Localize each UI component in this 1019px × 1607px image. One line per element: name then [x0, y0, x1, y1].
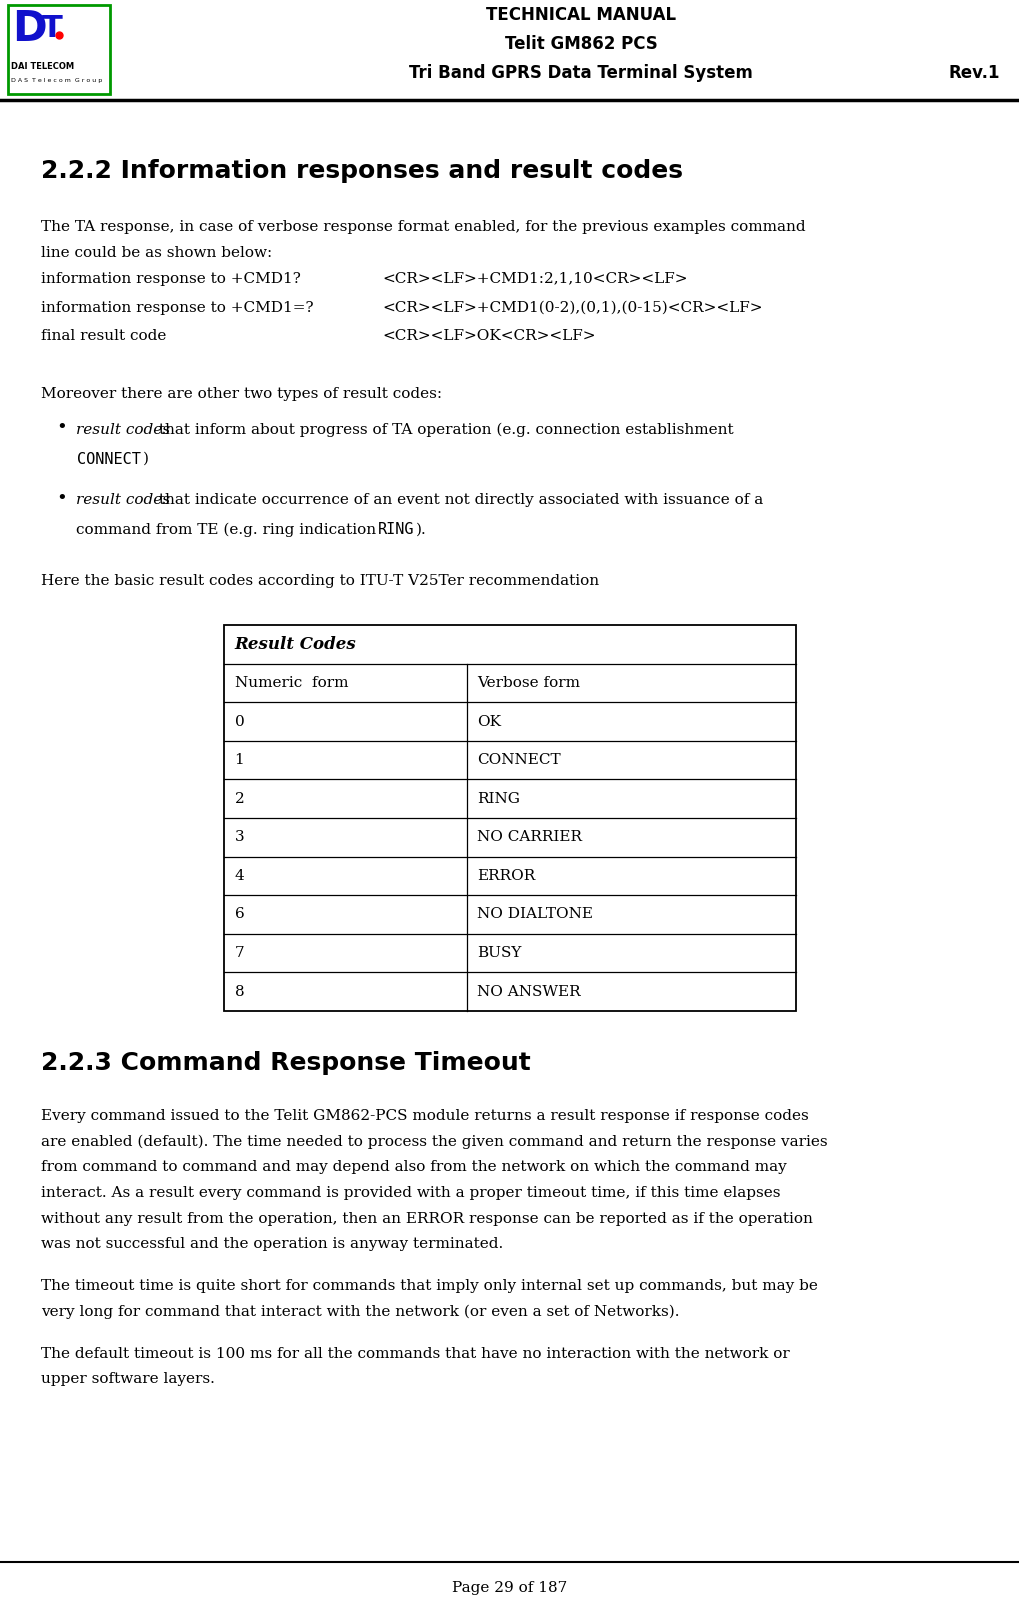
Text: D: D [12, 8, 47, 50]
Text: Result Codes: Result Codes [234, 636, 356, 652]
Text: Numeric  form: Numeric form [234, 677, 347, 689]
Text: 3: 3 [234, 831, 244, 844]
Text: result codes: result codes [76, 493, 170, 508]
Text: CONNECT: CONNECT [76, 452, 141, 466]
Text: that inform about progress of TA operation (e.g. connection establishment: that inform about progress of TA operati… [154, 423, 733, 437]
Text: <CR><LF>+CMD1(0-2),(0,1),(0-15)<CR><LF>: <CR><LF>+CMD1(0-2),(0,1),(0-15)<CR><LF> [382, 301, 762, 315]
Text: TECHNICAL MANUAL: TECHNICAL MANUAL [486, 6, 676, 24]
Text: Verbose form: Verbose form [477, 677, 580, 689]
Text: very long for command that interact with the network (or even a set of Networks): very long for command that interact with… [41, 1305, 679, 1319]
Text: NO ANSWER: NO ANSWER [477, 985, 581, 998]
Text: CONNECT: CONNECT [477, 754, 560, 767]
Text: line could be as shown below:: line could be as shown below: [41, 246, 272, 260]
Text: OK: OK [477, 715, 501, 728]
Text: 2.2.3 Command Response Timeout: 2.2.3 Command Response Timeout [41, 1051, 530, 1075]
Text: Page 29 of 187: Page 29 of 187 [452, 1581, 567, 1596]
Text: The TA response, in case of verbose response format enabled, for the previous ex: The TA response, in case of verbose resp… [41, 220, 805, 235]
Text: are enabled (default). The time needed to process the given command and return t: are enabled (default). The time needed t… [41, 1135, 826, 1149]
Text: 4: 4 [234, 869, 245, 882]
Text: Every command issued to the Telit GM862-PCS module returns a result response if : Every command issued to the Telit GM862-… [41, 1109, 808, 1123]
Text: upper software layers.: upper software layers. [41, 1372, 214, 1387]
Text: result codes: result codes [76, 423, 170, 437]
Text: information response to +CMD1?: information response to +CMD1? [41, 272, 301, 286]
Text: 6: 6 [234, 908, 245, 921]
Text: was not successful and the operation is anyway terminated.: was not successful and the operation is … [41, 1237, 502, 1252]
Text: •: • [56, 489, 67, 506]
Bar [0, 0, 1019, 100]
Text: <CR><LF>+CMD1:2,1,10<CR><LF>: <CR><LF>+CMD1:2,1,10<CR><LF> [382, 272, 688, 286]
Text: Rev.1: Rev.1 [948, 64, 999, 82]
Text: 1: 1 [234, 754, 245, 767]
Text: T: T [42, 14, 62, 43]
Text: The default timeout is 100 ms for all the commands that have no interaction with: The default timeout is 100 ms for all th… [41, 1347, 789, 1361]
Text: without any result from the operation, then an ERROR response can be reported as: without any result from the operation, t… [41, 1212, 812, 1226]
Text: ).: ). [416, 522, 427, 537]
Text: D A S  T e l e c o m  G r o u p: D A S T e l e c o m G r o u p [11, 79, 102, 84]
Text: 7: 7 [234, 947, 244, 959]
Text: command from TE (e.g. ring indication: command from TE (e.g. ring indication [76, 522, 381, 537]
Text: RING: RING [377, 522, 414, 537]
Text: DAI TELECOM: DAI TELECOM [11, 63, 74, 71]
Text: 2.2.2 Information responses and result codes: 2.2.2 Information responses and result c… [41, 159, 682, 183]
Text: NO DIALTONE: NO DIALTONE [477, 908, 593, 921]
Text: interact. As a result every command is provided with a proper timeout time, if t: interact. As a result every command is p… [41, 1186, 780, 1200]
Text: that indicate occurrence of an event not directly associated with issuance of a: that indicate occurrence of an event not… [154, 493, 762, 508]
Text: ERROR: ERROR [477, 869, 535, 882]
Text: Telit GM862 PCS: Telit GM862 PCS [504, 35, 657, 53]
Text: from command to command and may depend also from the network on which the comman: from command to command and may depend a… [41, 1160, 786, 1175]
Text: •: • [56, 418, 67, 435]
Text: Moreover there are other two types of result codes:: Moreover there are other two types of re… [41, 387, 441, 402]
Text: 8: 8 [234, 985, 244, 998]
Text: NO CARRIER: NO CARRIER [477, 831, 582, 844]
Text: RING: RING [477, 792, 520, 805]
Bar [8, 5, 110, 95]
Text: 0: 0 [234, 715, 245, 728]
Text: BUSY: BUSY [477, 947, 522, 959]
Text: information response to +CMD1=?: information response to +CMD1=? [41, 301, 313, 315]
Text: ): ) [143, 452, 149, 466]
Text: The timeout time is quite short for commands that imply only internal set up com: The timeout time is quite short for comm… [41, 1279, 817, 1294]
Text: 2: 2 [234, 792, 245, 805]
Text: <CR><LF>OK<CR><LF>: <CR><LF>OK<CR><LF> [382, 329, 595, 344]
Text: Here the basic result codes according to ITU-T V25Ter recommendation: Here the basic result codes according to… [41, 574, 598, 588]
Text: Tri Band GPRS Data Terminal System: Tri Band GPRS Data Terminal System [409, 64, 753, 82]
Bar [224, 625, 795, 1011]
Text: final result code: final result code [41, 329, 166, 344]
